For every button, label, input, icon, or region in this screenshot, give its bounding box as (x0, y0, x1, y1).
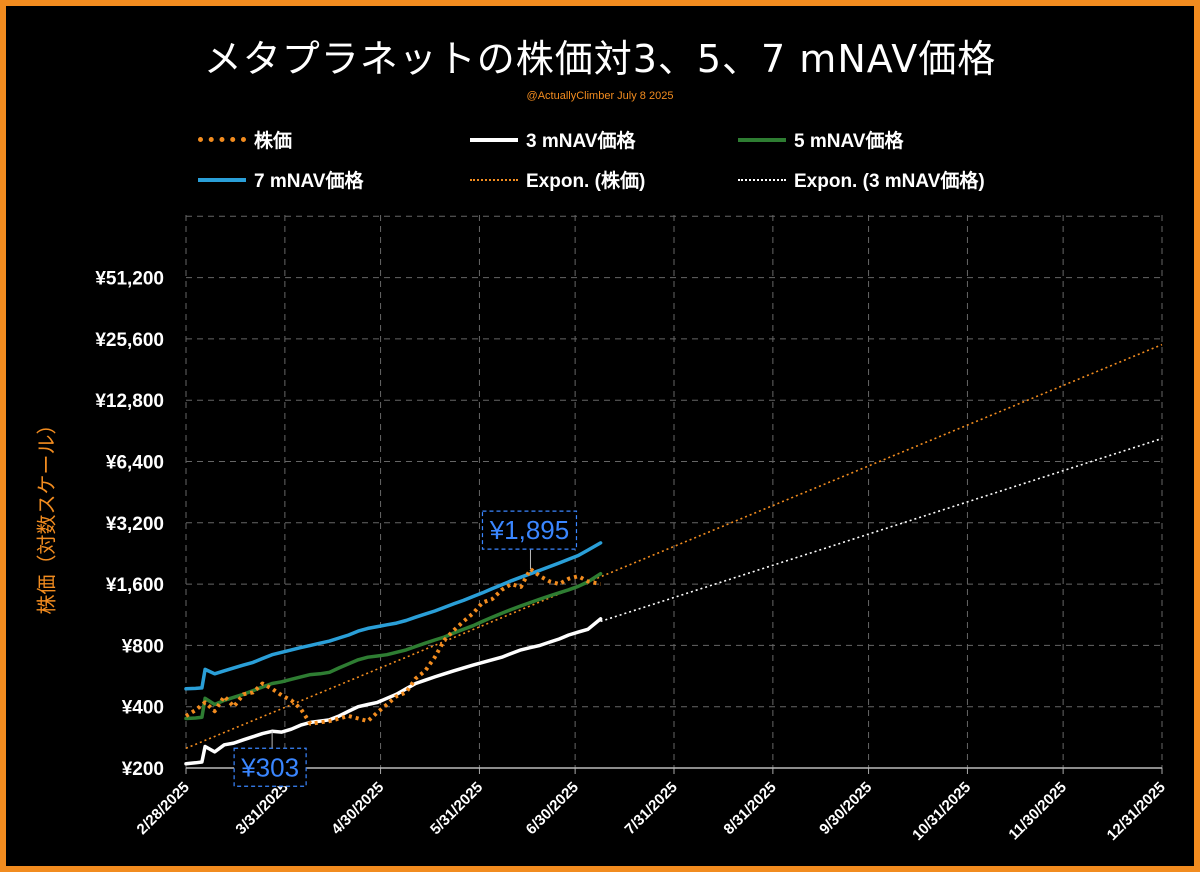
x-tick-label: 2/28/2025 (134, 779, 193, 838)
x-tick-label: 10/31/2025 (909, 779, 974, 844)
legend-label: 5 mNAV価格 (794, 131, 904, 152)
legend-label: 株価 (254, 131, 293, 152)
legend-label: 7 mNAV価格 (254, 171, 364, 192)
x-tick-label: 5/31/2025 (427, 779, 486, 838)
y-tick-label: ¥3,200 (106, 514, 164, 535)
series-line-0 (184, 567, 602, 726)
chart-title: メタプラネットの株価対3、5、7 mNAV価格 (203, 37, 997, 81)
annotation-box (481, 510, 578, 550)
x-tick-label: 12/31/2025 (1104, 779, 1169, 844)
legend-item: 5 mNAV価格 (738, 126, 903, 153)
y-tick-label: ¥800 (122, 636, 164, 657)
series-line-4 (185, 343, 1163, 750)
x-tick-label: 11/30/2025 (1005, 779, 1070, 844)
x-tick-label: 9/30/2025 (816, 779, 875, 838)
x-tick-label: 8/31/2025 (720, 779, 779, 838)
legend-item: 7 mNAV価格 (198, 166, 363, 193)
x-tick-label: 3/31/2025 (232, 779, 291, 838)
legend-item: Expon. (3 mNAV価格) (738, 166, 985, 193)
y-tick-label: ¥200 (122, 759, 164, 780)
series-line-1 (184, 617, 603, 766)
series-line-3 (184, 541, 603, 691)
series-line-5 (600, 437, 1163, 623)
legend-label: 3 mNAV価格 (526, 131, 636, 152)
legend-label: Expon. (株価) (526, 171, 646, 192)
y-tick-label: ¥51,200 (95, 269, 164, 290)
chart-credit: @ActuallyClimber July 8 2025 (526, 90, 674, 102)
legend-label: Expon. (3 mNAV価格) (794, 171, 985, 192)
legend-swatch (470, 137, 518, 142)
y-tick-label: ¥12,800 (95, 391, 164, 412)
legend-item: 3 mNAV価格 (470, 126, 635, 153)
y-tick-label: ¥25,600 (95, 330, 164, 351)
series-line-2 (184, 571, 603, 721)
annotation-label: ¥303 (240, 752, 299, 782)
legend-swatch (198, 177, 246, 182)
annotation-label: ¥1,895 (489, 515, 570, 545)
legend-swatch (738, 137, 786, 142)
y-tick-label: ¥6,400 (106, 453, 164, 474)
annotation-box (233, 747, 307, 787)
legend-swatch (738, 178, 786, 181)
legend-item: 株価 (198, 126, 292, 153)
x-tick-label: 4/30/2025 (328, 779, 387, 838)
y-tick-label: ¥400 (122, 698, 164, 719)
x-tick-label: 6/30/2025 (523, 779, 582, 838)
legend-swatch (198, 137, 246, 142)
y-tick-label: ¥1,600 (106, 575, 164, 596)
legend-item: Expon. (株価) (470, 166, 645, 193)
x-tick-label: 7/31/2025 (622, 779, 681, 838)
legend-swatch (470, 178, 518, 181)
